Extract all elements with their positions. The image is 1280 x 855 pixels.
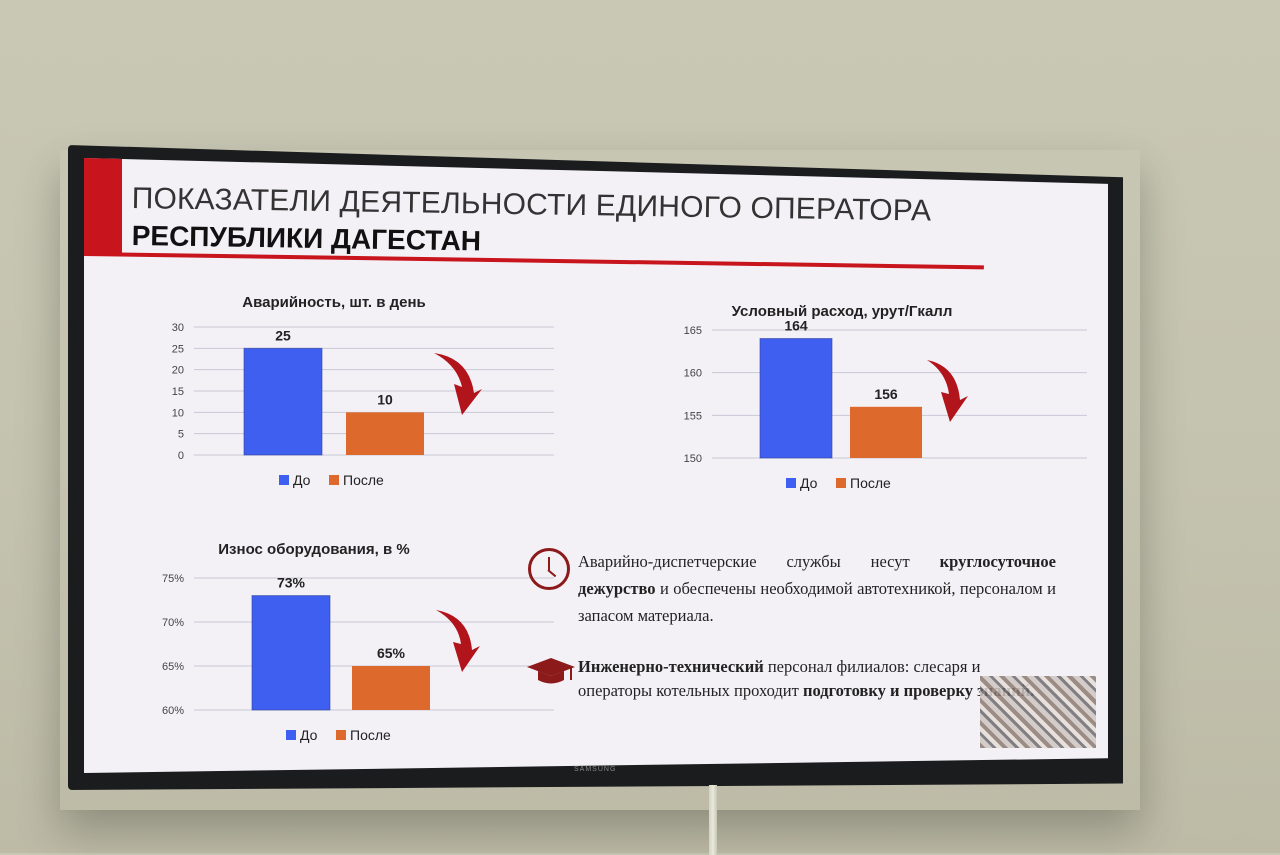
info-bold: подготовку и проверку знаний. <box>802 681 1035 700</box>
data-label: 25 <box>275 327 291 343</box>
y-tick-label: 75% <box>162 573 184 585</box>
down-arrow-icon <box>434 353 482 415</box>
data-label: 73% <box>277 575 306 591</box>
chart-data-labels: 25 10 <box>275 327 393 407</box>
legend-label-after: После <box>350 727 391 743</box>
data-label: 164 <box>784 318 808 334</box>
info-text: персонал филиалов: слесаря и операторы к… <box>578 657 981 700</box>
chart-fuel-consumption: Условный расход, урут/Гкалл 165 160 155 150… <box>684 303 1087 491</box>
chart-yticks: 75% 70% 65% 60% <box>162 573 184 717</box>
legend-swatch-after <box>836 478 846 488</box>
data-label: 10 <box>377 391 393 407</box>
y-tick-label: 60% <box>162 705 184 717</box>
chart-title: Аварийность, шт. в день <box>242 294 425 311</box>
legend-label-after: После <box>343 472 384 488</box>
chart-data-labels: 164 156 <box>784 318 898 402</box>
data-label: 65% <box>377 645 406 661</box>
y-tick-label: 15 <box>172 386 184 398</box>
y-tick-label: 150 <box>684 453 702 465</box>
info-block-duty: Аварийно-диспетчерские службы несут круг… <box>578 548 1056 629</box>
legend-label-before: До <box>293 472 311 488</box>
legend-label-before: До <box>300 727 318 743</box>
legend-swatch-before <box>286 730 296 740</box>
y-tick-label: 10 <box>172 407 184 419</box>
y-tick-label: 160 <box>684 368 702 380</box>
slide-title-line2: РЕСПУБЛИКИ ДАГЕСТАН <box>131 220 482 257</box>
chart-equipment-wear: Износ оборудования, в % 75% 70% 65% 60% 73%… <box>162 541 554 743</box>
info-text: Аварийно-диспетчерские службы несут <box>578 552 940 571</box>
chart-accidents: Аварийность, шт. в день 30 25 20 15 10 5 0 25 1… <box>172 294 554 488</box>
chart-bars <box>251 595 430 711</box>
chart-title: Износ оборудования, в % <box>218 541 409 558</box>
y-tick-label: 155 <box>684 410 702 422</box>
y-tick-label: 165 <box>684 325 702 337</box>
legend-swatch-before <box>279 475 289 485</box>
chart-bars <box>759 338 922 459</box>
bar-before <box>759 338 833 459</box>
y-tick-label: 20 <box>172 365 184 377</box>
bar-before <box>243 347 323 456</box>
tv-brand-logo: SAMSUNG <box>574 766 617 773</box>
legend-swatch-before <box>786 478 796 488</box>
title-accent-block <box>84 158 122 254</box>
slide-screen: ПОКАЗАТЕЛИ ДЕЯТЕЛЬНОСТИ ЕДИНОГО ОПЕРАТОР… <box>84 158 1108 773</box>
clock-icon <box>528 548 570 590</box>
y-tick-label: 25 <box>172 343 184 355</box>
info-bold: круглосуточное дежурство <box>578 552 1056 598</box>
chart-legend: До После <box>279 472 384 488</box>
legend-swatch-after <box>329 475 339 485</box>
legend-label-before: До <box>800 475 818 491</box>
y-tick-label: 70% <box>162 617 184 629</box>
data-label: 156 <box>874 386 898 402</box>
chart-legend: До После <box>286 727 391 743</box>
graduation-cap-icon <box>527 658 575 684</box>
title-underline <box>84 252 984 270</box>
y-tick-label: 30 <box>172 322 184 334</box>
bar-after <box>352 666 430 710</box>
y-tick-label: 65% <box>162 661 184 673</box>
down-arrow-icon <box>436 610 480 672</box>
tv-cable <box>709 785 717 855</box>
info-text: и обеспечены необходимой автотехникой, п… <box>578 579 1056 625</box>
legend-swatch-after <box>336 730 346 740</box>
chart-yticks: 30 25 20 15 10 5 0 <box>172 322 184 462</box>
video-thumbnail <box>980 676 1096 748</box>
chart-title: Условный расход, урут/Гкалл <box>732 303 953 320</box>
bar-after <box>850 406 922 458</box>
chart-legend: До После <box>786 475 891 491</box>
chart-yticks: 165 160 155 150 <box>684 325 702 465</box>
chart-bars <box>243 347 424 456</box>
y-tick-label: 0 <box>178 450 184 462</box>
bar-after <box>346 412 424 455</box>
down-arrow-icon <box>927 360 968 422</box>
legend-label-after: После <box>850 475 891 491</box>
chart-data-labels: 73% 65% <box>277 575 406 661</box>
info-block-training: Инженерно-технический персонал филиалов:… <box>578 655 1048 703</box>
y-tick-label: 5 <box>178 429 184 441</box>
bar-before <box>251 595 331 711</box>
info-bold: Инженерно-технический <box>578 657 764 676</box>
